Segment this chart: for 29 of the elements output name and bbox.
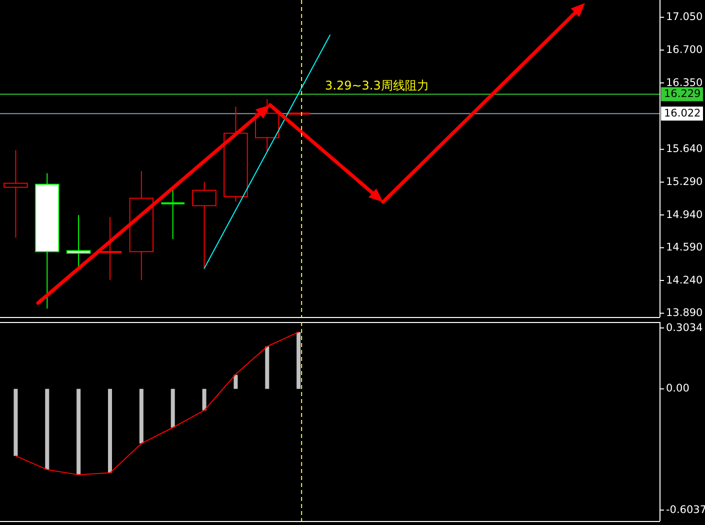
y-tick-label: 15.640 [666, 143, 703, 156]
candlestick [4, 150, 28, 238]
y-tick-label: 0.00 [666, 382, 690, 395]
bar [265, 346, 270, 389]
y-tick-label: 14.240 [666, 274, 703, 286]
bar [139, 388, 144, 444]
bar [14, 388, 18, 456]
bar [76, 388, 81, 474]
annotation: 3.29~3.3周线阻力 [325, 78, 429, 92]
y-tick-label: 16.350 [666, 76, 703, 89]
ref-line-label: 16.022 [664, 107, 701, 120]
bar [45, 388, 50, 470]
y-tick-label: 14.590 [666, 242, 703, 254]
y-tick-label: 17.050 [666, 11, 703, 24]
bar [234, 374, 238, 389]
line-series [15, 332, 300, 476]
bar [170, 388, 175, 428]
candlestick [192, 181, 216, 269]
y-tick-label: 14.940 [666, 208, 703, 221]
y-tick-label: 16.700 [666, 44, 703, 56]
y-tick-label: 15.290 [666, 176, 703, 188]
candlestick [98, 216, 122, 280]
candlestick [66, 214, 91, 268]
bar [202, 388, 206, 410]
y-tick-label: 13.890 [666, 307, 703, 320]
ref-line-label: 16.229 [664, 88, 701, 100]
bar [296, 332, 301, 389]
y-tick-label: 0.3034 [666, 322, 704, 334]
bar [108, 388, 112, 473]
